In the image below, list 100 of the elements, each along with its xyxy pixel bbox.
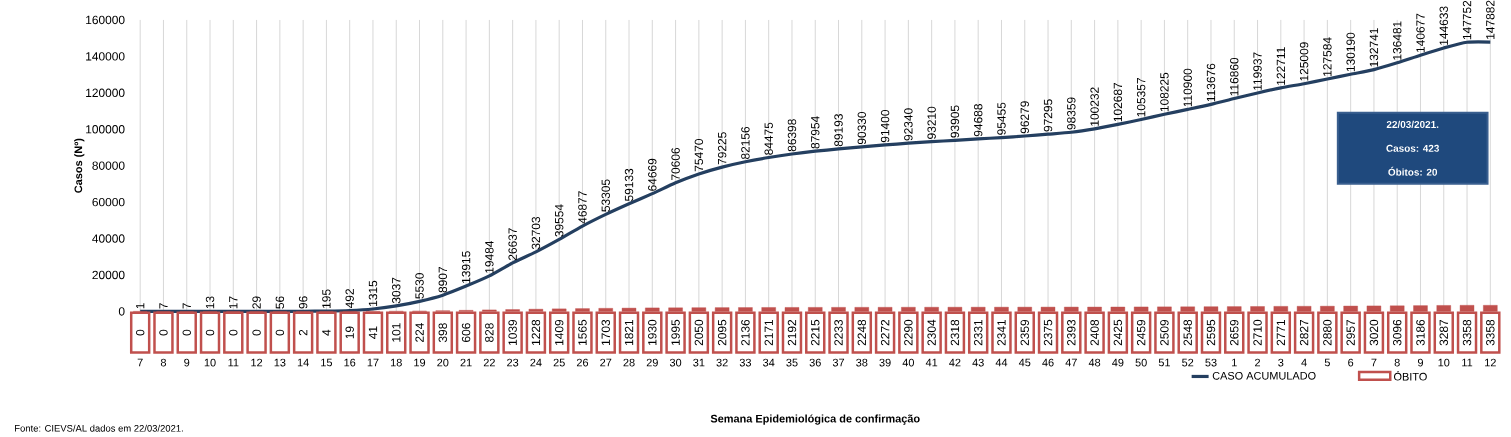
x-tick-label: 49 bbox=[1112, 358, 1124, 367]
data-label: 8907 bbox=[438, 266, 448, 293]
data-label: 26637 bbox=[508, 228, 517, 261]
y-tick-label: 40000 bbox=[92, 234, 125, 243]
data-label: 64669 bbox=[648, 158, 657, 191]
data-label: 3096 bbox=[1392, 319, 1402, 346]
legend-label: CASO ACUMULADO bbox=[1212, 371, 1316, 380]
data-label: 492 bbox=[345, 288, 354, 308]
data-label: 0 bbox=[252, 329, 261, 336]
data-label: 1039 bbox=[508, 319, 517, 345]
data-label: 91400 bbox=[880, 109, 890, 143]
data-label: 2771 bbox=[1276, 319, 1285, 346]
x-tick-label: 7 bbox=[137, 358, 143, 367]
data-label: 98359 bbox=[1067, 97, 1076, 130]
x-tick-label: 10 bbox=[204, 358, 216, 367]
x-tick-label: 32 bbox=[716, 358, 728, 367]
x-tick-label: 12 bbox=[251, 358, 263, 367]
data-label: 119937 bbox=[1253, 52, 1262, 90]
data-label: 101 bbox=[392, 323, 401, 342]
data-label: 147882 bbox=[1486, 0, 1495, 39]
data-label: 100232 bbox=[1090, 87, 1099, 126]
data-label: 2318 bbox=[950, 319, 960, 346]
y-tick-label: 60000 bbox=[92, 197, 125, 207]
data-label: 140677 bbox=[1416, 13, 1425, 52]
x-tick-label: 53 bbox=[1205, 358, 1217, 367]
data-label: 1995 bbox=[671, 319, 680, 345]
data-label: 59133 bbox=[624, 168, 634, 201]
x-tick-label: 25 bbox=[553, 358, 565, 367]
data-label: 2192 bbox=[787, 319, 797, 346]
data-label: 32703 bbox=[531, 216, 541, 250]
data-label: 1821 bbox=[624, 319, 634, 345]
x-tick-label: 11 bbox=[1462, 358, 1473, 367]
data-label: 113676 bbox=[1206, 63, 1216, 102]
y-tick-label: 80000 bbox=[92, 161, 125, 170]
data-label: 2880 bbox=[1323, 319, 1332, 346]
annotation: Óbitos: 20 bbox=[1388, 166, 1438, 176]
x-tick-label: 24 bbox=[530, 358, 542, 367]
data-label: 2375 bbox=[1043, 319, 1053, 346]
x-tick-label: 37 bbox=[832, 358, 845, 367]
data-label: 1409 bbox=[554, 319, 564, 345]
data-label: 70606 bbox=[671, 147, 680, 180]
x-tick-label: 18 bbox=[390, 358, 402, 367]
x-tick-label: 4 bbox=[1301, 358, 1307, 367]
x-tick-label: 43 bbox=[972, 358, 984, 367]
data-label: 13915 bbox=[461, 251, 471, 283]
data-label: 2827 bbox=[1299, 319, 1309, 346]
x-tick-label: 51 bbox=[1158, 358, 1170, 367]
data-label: 130190 bbox=[1346, 32, 1355, 72]
data-label: 144633 bbox=[1439, 6, 1448, 45]
x-tick-label: 42 bbox=[949, 358, 961, 367]
data-label: 3186 bbox=[1416, 319, 1425, 346]
annotation: Casos: 423 bbox=[1386, 144, 1440, 152]
data-label: 1228 bbox=[531, 319, 541, 345]
x-tick-label: 11 bbox=[228, 358, 239, 367]
x-tick-label: 26 bbox=[576, 358, 589, 367]
y-tick-label: 140000 bbox=[86, 52, 125, 61]
x-tick-label: 23 bbox=[507, 358, 519, 367]
data-label: 19484 bbox=[485, 240, 494, 273]
data-label: 86398 bbox=[787, 119, 797, 152]
data-label: 132741 bbox=[1369, 28, 1379, 67]
data-label: 2290 bbox=[904, 319, 913, 346]
y-tick-label: 0 bbox=[118, 307, 125, 316]
data-label: 5530 bbox=[415, 272, 424, 299]
data-label: 1315 bbox=[368, 280, 378, 306]
data-label: 53305 bbox=[601, 179, 610, 212]
data-label: 96 bbox=[298, 296, 308, 309]
x-tick-label: 45 bbox=[1018, 358, 1031, 367]
data-label: 2171 bbox=[764, 319, 773, 346]
source-note: Fonte: CIEVS/AL dados em 22/03/2021. bbox=[15, 424, 183, 432]
data-label: 0 bbox=[275, 329, 285, 336]
data-label: 110900 bbox=[1183, 68, 1192, 107]
data-label: 2659 bbox=[1230, 319, 1239, 346]
data-label: 17 bbox=[229, 296, 238, 309]
x-tick-label: 22 bbox=[483, 358, 495, 367]
data-label: 2050 bbox=[694, 319, 704, 346]
data-label: 82156 bbox=[741, 126, 750, 159]
data-label: 2 bbox=[298, 329, 308, 336]
y-tick-label: 120000 bbox=[86, 88, 125, 97]
data-label: 7 bbox=[182, 303, 191, 309]
x-tick-label: 7 bbox=[1371, 358, 1377, 367]
data-label: 2710 bbox=[1253, 319, 1262, 346]
x-tick-label: 8 bbox=[160, 358, 167, 367]
data-label: 398 bbox=[438, 323, 448, 343]
data-label: 116860 bbox=[1230, 57, 1239, 96]
x-tick-label: 3 bbox=[1278, 358, 1284, 367]
data-label: 3037 bbox=[392, 277, 401, 304]
x-tick-label: 12 bbox=[1485, 358, 1496, 367]
y-tick-label: 160000 bbox=[86, 15, 125, 25]
legend-label: ÓBITO bbox=[1394, 370, 1427, 381]
data-label: 97295 bbox=[1043, 99, 1053, 132]
data-label: 0 bbox=[159, 329, 168, 336]
y-axis-title: Casos (Nº) bbox=[74, 138, 85, 193]
data-label: 828 bbox=[485, 323, 494, 342]
data-label: 84475 bbox=[764, 122, 773, 155]
x-tick-label: 50 bbox=[1135, 358, 1147, 367]
x-tick-label: 47 bbox=[1065, 358, 1077, 367]
data-label: 0 bbox=[229, 329, 238, 336]
x-tick-label: 44 bbox=[995, 358, 1008, 367]
data-label: 41 bbox=[368, 326, 378, 339]
data-label: 0 bbox=[205, 329, 215, 336]
